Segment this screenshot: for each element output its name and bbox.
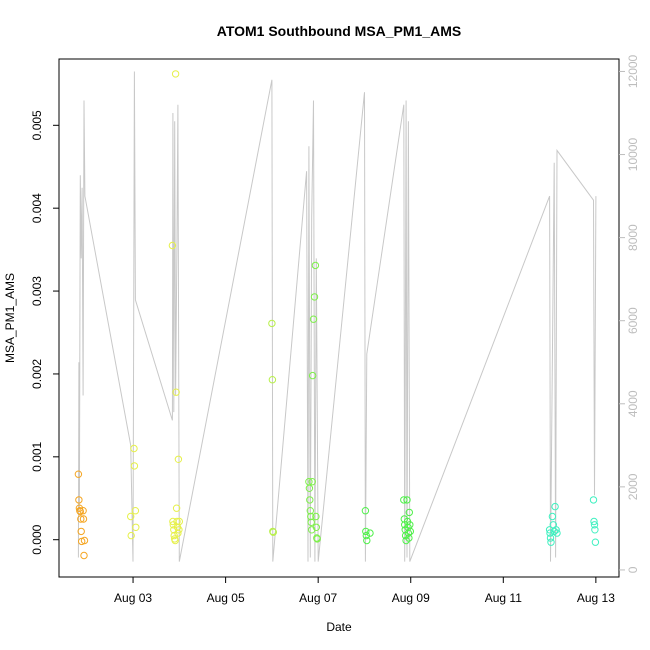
y2-tick-label: 12000 xyxy=(626,54,640,88)
data-point xyxy=(131,507,140,515)
data-point xyxy=(170,531,178,540)
x-tick-label: Aug 13 xyxy=(577,591,615,605)
x-tick-label: Aug 09 xyxy=(392,591,430,605)
data-point xyxy=(591,526,599,534)
x-axis-label: Date xyxy=(326,620,352,634)
data-point xyxy=(548,512,557,521)
data-point xyxy=(171,70,180,78)
data-point xyxy=(80,551,88,560)
data-point xyxy=(403,496,411,504)
data-point xyxy=(307,518,315,526)
data-point xyxy=(168,241,177,250)
y2-tick-label: 0 xyxy=(626,566,640,573)
data-point xyxy=(589,496,598,504)
data-point xyxy=(306,507,314,515)
data-point xyxy=(132,523,140,531)
y2-axis: 0 2000 4000 6000 8000 10000 12000 xyxy=(619,54,640,573)
y-tick-label: 0.002 xyxy=(30,359,44,389)
data-point xyxy=(312,512,320,521)
x-tick-label: Aug 11 xyxy=(485,591,522,605)
y-tick-label: 0.001 xyxy=(30,441,44,471)
secondary-series-line xyxy=(77,71,597,562)
data-point xyxy=(546,529,554,537)
data-point xyxy=(75,496,83,504)
data-point xyxy=(130,462,139,470)
data-point xyxy=(590,517,598,526)
y-axis: 0.000 0.001 0.002 0.003 0.004 0.005 xyxy=(30,110,59,555)
y2-tick-label: 8000 xyxy=(626,224,640,251)
data-point xyxy=(172,504,181,512)
chart-title: ATOM1 Southbound MSA_PM1_AMS xyxy=(217,23,461,39)
data-point xyxy=(553,529,561,537)
data-point xyxy=(306,496,314,504)
data-point xyxy=(551,502,559,511)
secondary-series-group xyxy=(77,71,597,562)
data-point xyxy=(400,496,408,504)
data-point xyxy=(174,529,182,537)
data-point xyxy=(361,507,370,515)
data-point xyxy=(79,507,87,515)
data-point xyxy=(268,376,277,384)
data-point xyxy=(405,508,413,517)
data-point xyxy=(269,528,277,536)
data-point xyxy=(127,512,135,521)
data-point xyxy=(366,529,374,537)
data-point xyxy=(174,455,183,463)
data-point xyxy=(75,504,84,512)
y-tick-label: 0.000 xyxy=(30,524,44,554)
data-point xyxy=(74,470,83,478)
data-point xyxy=(80,536,89,545)
data-point xyxy=(552,526,560,534)
data-point xyxy=(546,534,555,542)
data-point xyxy=(362,531,370,540)
data-point xyxy=(362,527,370,536)
data-point xyxy=(311,261,320,270)
y-tick-label: 0.004 xyxy=(30,193,44,223)
points-group xyxy=(74,70,600,560)
data-point xyxy=(308,478,316,486)
data-point xyxy=(307,512,315,521)
data-point xyxy=(172,388,180,396)
data-point xyxy=(547,538,555,546)
data-point xyxy=(590,521,599,529)
y-axis-label: MSA_PM1_AMS xyxy=(3,273,17,363)
data-point xyxy=(591,538,600,546)
y-tick-label: 0.003 xyxy=(30,276,44,306)
x-tick-label: Aug 03 xyxy=(114,591,152,605)
y2-tick-label: 4000 xyxy=(626,390,640,417)
data-point xyxy=(309,315,318,323)
data-point xyxy=(313,535,321,543)
data-point xyxy=(130,444,138,453)
data-point xyxy=(171,536,179,545)
data-point xyxy=(77,515,85,523)
y-tick-label: 0.005 xyxy=(30,110,44,140)
data-point xyxy=(268,319,276,328)
data-point xyxy=(175,526,183,534)
x-axis: Aug 03 Aug 05 Aug 07 Aug 09 Aug 11 Aug 13 xyxy=(114,576,615,605)
data-point xyxy=(404,529,413,537)
data-point xyxy=(173,517,181,526)
data-point xyxy=(310,293,319,301)
x-tick-label: Aug 05 xyxy=(207,591,245,605)
data-point xyxy=(312,523,320,531)
x-tick-label: Aug 07 xyxy=(299,591,337,605)
data-point xyxy=(127,531,135,540)
data-point xyxy=(363,536,371,545)
data-point xyxy=(79,515,88,523)
data-point xyxy=(308,371,317,380)
data-point xyxy=(175,517,184,526)
y2-tick-label: 2000 xyxy=(626,473,640,500)
data-point xyxy=(305,484,314,492)
plot-frame xyxy=(58,58,620,578)
y2-tick-label: 10000 xyxy=(626,138,640,172)
data-point xyxy=(77,527,85,536)
data-point xyxy=(406,527,414,536)
y2-tick-label: 6000 xyxy=(626,307,640,334)
